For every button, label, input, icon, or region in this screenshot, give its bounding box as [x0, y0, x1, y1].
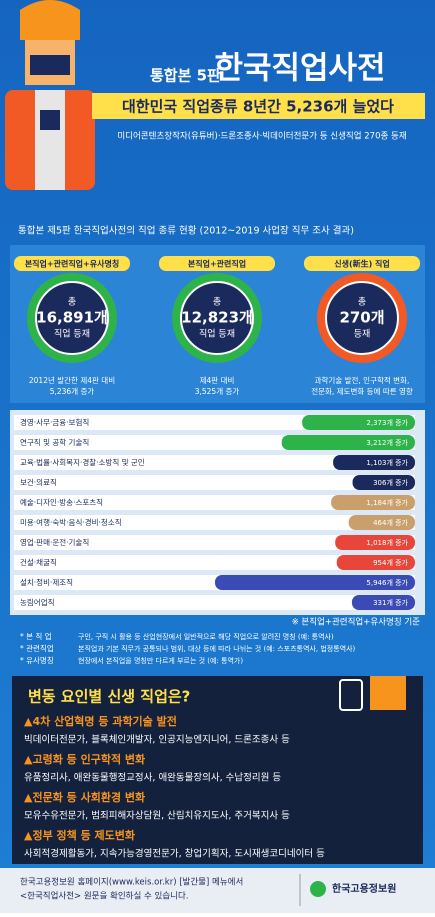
circle-count: 270개 [339, 309, 384, 327]
circle-note: 과학기술 발전, 인구학적 변화, [315, 375, 410, 385]
circle-prefix: 총 [213, 297, 221, 308]
category-label: 영업·판매·운전·기술직 [20, 537, 89, 547]
person-icon [370, 676, 406, 710]
bar [331, 495, 415, 510]
category-label: 교육·법률·사회복지·경찰·소방직 및 군인 [20, 457, 145, 467]
circle-label: 신생(新生) 직업 [334, 259, 390, 269]
bar [335, 535, 415, 550]
circle-label-bg [159, 256, 275, 271]
value-label: 2,373개 증가 [366, 418, 408, 427]
footer-line: <한국직업사전> 원문을 확인하실 수 있습니다. [20, 891, 189, 902]
row-bg [14, 475, 415, 490]
definition-term: * 본 직 업 [20, 631, 52, 641]
section-title: 통합본 제5판 한국직업사전의 직업 종류 현황 (2012~2019 사업장 … [18, 225, 354, 237]
circle-note: 2012년 발간한 제4판 대비 [29, 375, 115, 385]
logo-mark [310, 881, 326, 897]
value-label: 464개 증가 [373, 518, 408, 527]
category-label: 설치·정비·제조직 [20, 577, 73, 587]
footer-org: 한국고용정보원 [332, 882, 396, 895]
circle-unit: 등재 [354, 329, 371, 340]
jobs: 사회적경제활동가, 지속가능경영전문가, 창업기획자, 도시재생코디네이터 등 [24, 848, 325, 860]
circle-label: 본직업+관련직업+유사명칭 [25, 259, 119, 269]
category-label: 예술·디자인·방송·스포츠직 [20, 497, 103, 507]
category-label: 경영·사무·금융·보험직 [20, 417, 89, 427]
headline: 대한민국 직업종류 8년간 5,236개 늘었다 [122, 98, 394, 116]
factor: ▲고령화 등 인구학적 변화 [24, 752, 145, 766]
definition-term: * 관련직업 [20, 643, 54, 653]
factor: ▲4차 산업혁명 등 과학기술 발전 [24, 714, 177, 728]
bar-note: ※ 본직업+관련직업+유사명칭 기준 [292, 617, 421, 628]
category-label: 연구직 및 공학 기술직 [20, 437, 89, 447]
new-jobs-box [12, 676, 423, 864]
value-label: 1,184개 증가 [366, 498, 408, 507]
definition-text: 현장에서 본직업을 명칭만 다르게 부르는 것 (예: 통역가) [78, 656, 243, 665]
circle-note: 전문화, 제도변화 등에 따른 영향 [311, 386, 413, 396]
circle-unit: 직업 등재 [199, 329, 235, 340]
value-label: 3,212개 증가 [366, 438, 408, 447]
circle-label: 본직업+관련직업 [188, 259, 246, 269]
bar [336, 555, 415, 570]
circle-unit: 직업 등재 [54, 329, 90, 340]
factor: ▲전문화 등 사회환경 변화 [24, 790, 145, 804]
bar [281, 435, 415, 450]
factor: ▲정부 정책 등 제도변화 [24, 828, 135, 842]
bar [351, 595, 415, 610]
title: 한국직업사전 [214, 51, 385, 87]
footer-band [0, 868, 435, 913]
definition-text: 본직업과 기본 직무가 공통되나 범위, 대상 등에 따라 나뉘는 것 (예: … [78, 644, 356, 653]
value-label: 1,103개 증가 [366, 458, 408, 467]
value-label: 5,946개 증가 [366, 578, 408, 587]
circle-inner [35, 281, 109, 355]
value-label: 306개 증가 [373, 478, 408, 487]
subline: 미디어콘텐츠창작자(유튜버)·드론조종사·빅데이터전문가 등 신생직업 270종… [117, 131, 406, 142]
circle-note: 3,525개 증가 [195, 386, 240, 396]
bar [352, 475, 415, 490]
circle-prefix: 총 [358, 297, 366, 308]
row-bg [14, 595, 415, 610]
category-label: 보건·의료직 [20, 477, 57, 487]
definition-text: 구인, 구직 시 활용 등 산업현장에서 일반적으로 해당 직업으로 알려진 명… [78, 632, 334, 641]
jobs: 모유수유전문가, 범죄피해자상담원, 산림치유지도사, 주거복지사 등 [24, 810, 290, 822]
row-bg [14, 515, 415, 530]
new-jobs-title: 변동 요인별 신생 직업은? [28, 688, 190, 706]
bar [333, 455, 415, 470]
circle-prefix: 총 [68, 297, 76, 308]
edition: 통합본 5판 [150, 67, 221, 85]
value-label: 1,018개 증가 [366, 538, 408, 547]
category-label: 건설·채굴직 [20, 557, 57, 567]
value-label: 331개 증가 [373, 598, 408, 607]
circle-label-bg [14, 256, 130, 271]
row-bg [14, 535, 415, 550]
circle-inner [180, 281, 254, 355]
definition-term: * 유사명칭 [20, 655, 54, 665]
circle-count: 12,823개 [181, 309, 253, 327]
phone-icon [339, 679, 363, 711]
circle-inner [325, 281, 399, 355]
circle-note: 5,236개 증가 [50, 386, 95, 396]
category-label: 미용·여행·숙박·음식·경비·청소직 [20, 517, 122, 527]
value-label: 954개 증가 [373, 558, 408, 567]
row-bg [14, 455, 415, 470]
bar [302, 415, 415, 430]
robot-illustration [5, 0, 95, 190]
circle-count: 16,891개 [36, 309, 108, 327]
bar [348, 515, 415, 530]
headline-banner [92, 93, 425, 119]
jobs: 빅데이터전문가, 블록체인개발자, 인공지능엔지니어, 드론조종사 등 [24, 735, 290, 746]
category-label: 농림어업직 [20, 597, 55, 607]
footer-line: 한국고용정보원 홈페이지(www.keis.or.kr) [발간물] 메뉴에서 [20, 877, 243, 888]
bar [215, 575, 415, 590]
row-bg [14, 495, 415, 510]
circle-note: 제4판 대비 [200, 376, 235, 385]
circle-label-bg [304, 256, 420, 271]
row-bg [14, 555, 415, 570]
jobs: 유품정리사, 애완동물행정교정사, 애완동물장의사, 수납정리원 등 [24, 772, 281, 784]
